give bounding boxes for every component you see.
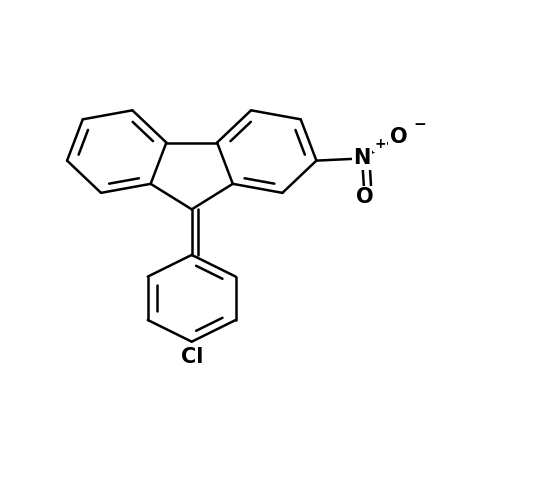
Text: −: − — [413, 118, 426, 132]
Text: Cl: Cl — [180, 347, 203, 367]
Text: +: + — [375, 137, 386, 151]
Text: N: N — [353, 148, 371, 168]
Text: O: O — [356, 188, 374, 207]
Text: O: O — [390, 127, 408, 147]
